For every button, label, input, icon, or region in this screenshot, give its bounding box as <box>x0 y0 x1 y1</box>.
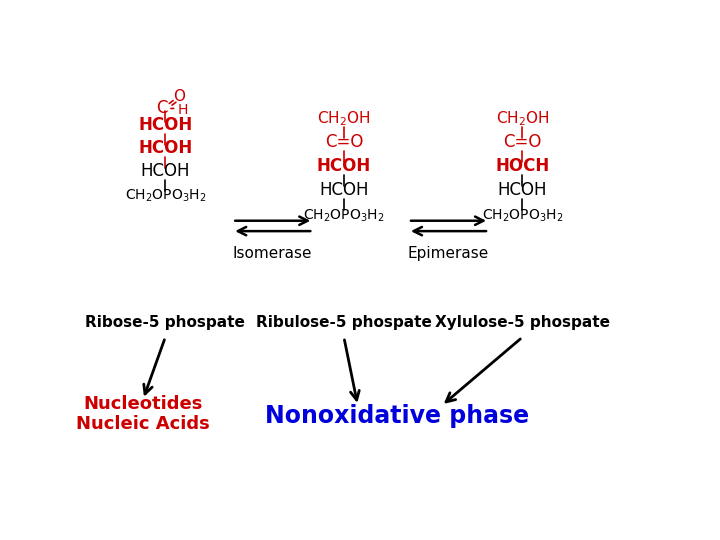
Text: HCOH: HCOH <box>319 181 369 199</box>
Text: HCOH: HCOH <box>138 116 192 134</box>
Text: C=O: C=O <box>325 133 363 151</box>
Text: $\mathregular{CH_2OPO_3H_2}$: $\mathregular{CH_2OPO_3H_2}$ <box>125 187 206 204</box>
Text: $\mathregular{CH_2OPO_3H_2}$: $\mathregular{CH_2OPO_3H_2}$ <box>482 207 563 224</box>
Text: Ribulose-5 phospate: Ribulose-5 phospate <box>256 315 432 330</box>
Text: Nucleic Acids: Nucleic Acids <box>76 415 210 434</box>
Text: $\mathregular{CH_2OH}$: $\mathregular{CH_2OH}$ <box>317 110 371 128</box>
Text: HCOH: HCOH <box>140 162 190 180</box>
Text: HCOH: HCOH <box>498 181 547 199</box>
Text: C=O: C=O <box>503 133 541 151</box>
Text: $\mathregular{C}$: $\mathregular{C}$ <box>156 99 169 118</box>
Text: $\mathregular{H}$: $\mathregular{H}$ <box>176 103 188 117</box>
Text: Isomerase: Isomerase <box>233 246 312 261</box>
Text: HCOH: HCOH <box>317 157 371 175</box>
Text: HCOH: HCOH <box>138 139 192 157</box>
Text: Nucleotides: Nucleotides <box>84 395 203 413</box>
Text: Nonoxidative phase: Nonoxidative phase <box>265 404 529 428</box>
Text: Epimerase: Epimerase <box>408 246 489 261</box>
Text: $\mathregular{CH_2OH}$: $\mathregular{CH_2OH}$ <box>495 110 549 128</box>
Text: $\mathregular{CH_2OPO_3H_2}$: $\mathregular{CH_2OPO_3H_2}$ <box>303 207 384 224</box>
Text: Ribose-5 phospate: Ribose-5 phospate <box>86 315 246 330</box>
Text: Xylulose-5 phospate: Xylulose-5 phospate <box>435 315 610 330</box>
Text: HOCH: HOCH <box>495 157 549 175</box>
Text: $\mathregular{O}$: $\mathregular{O}$ <box>173 88 186 104</box>
